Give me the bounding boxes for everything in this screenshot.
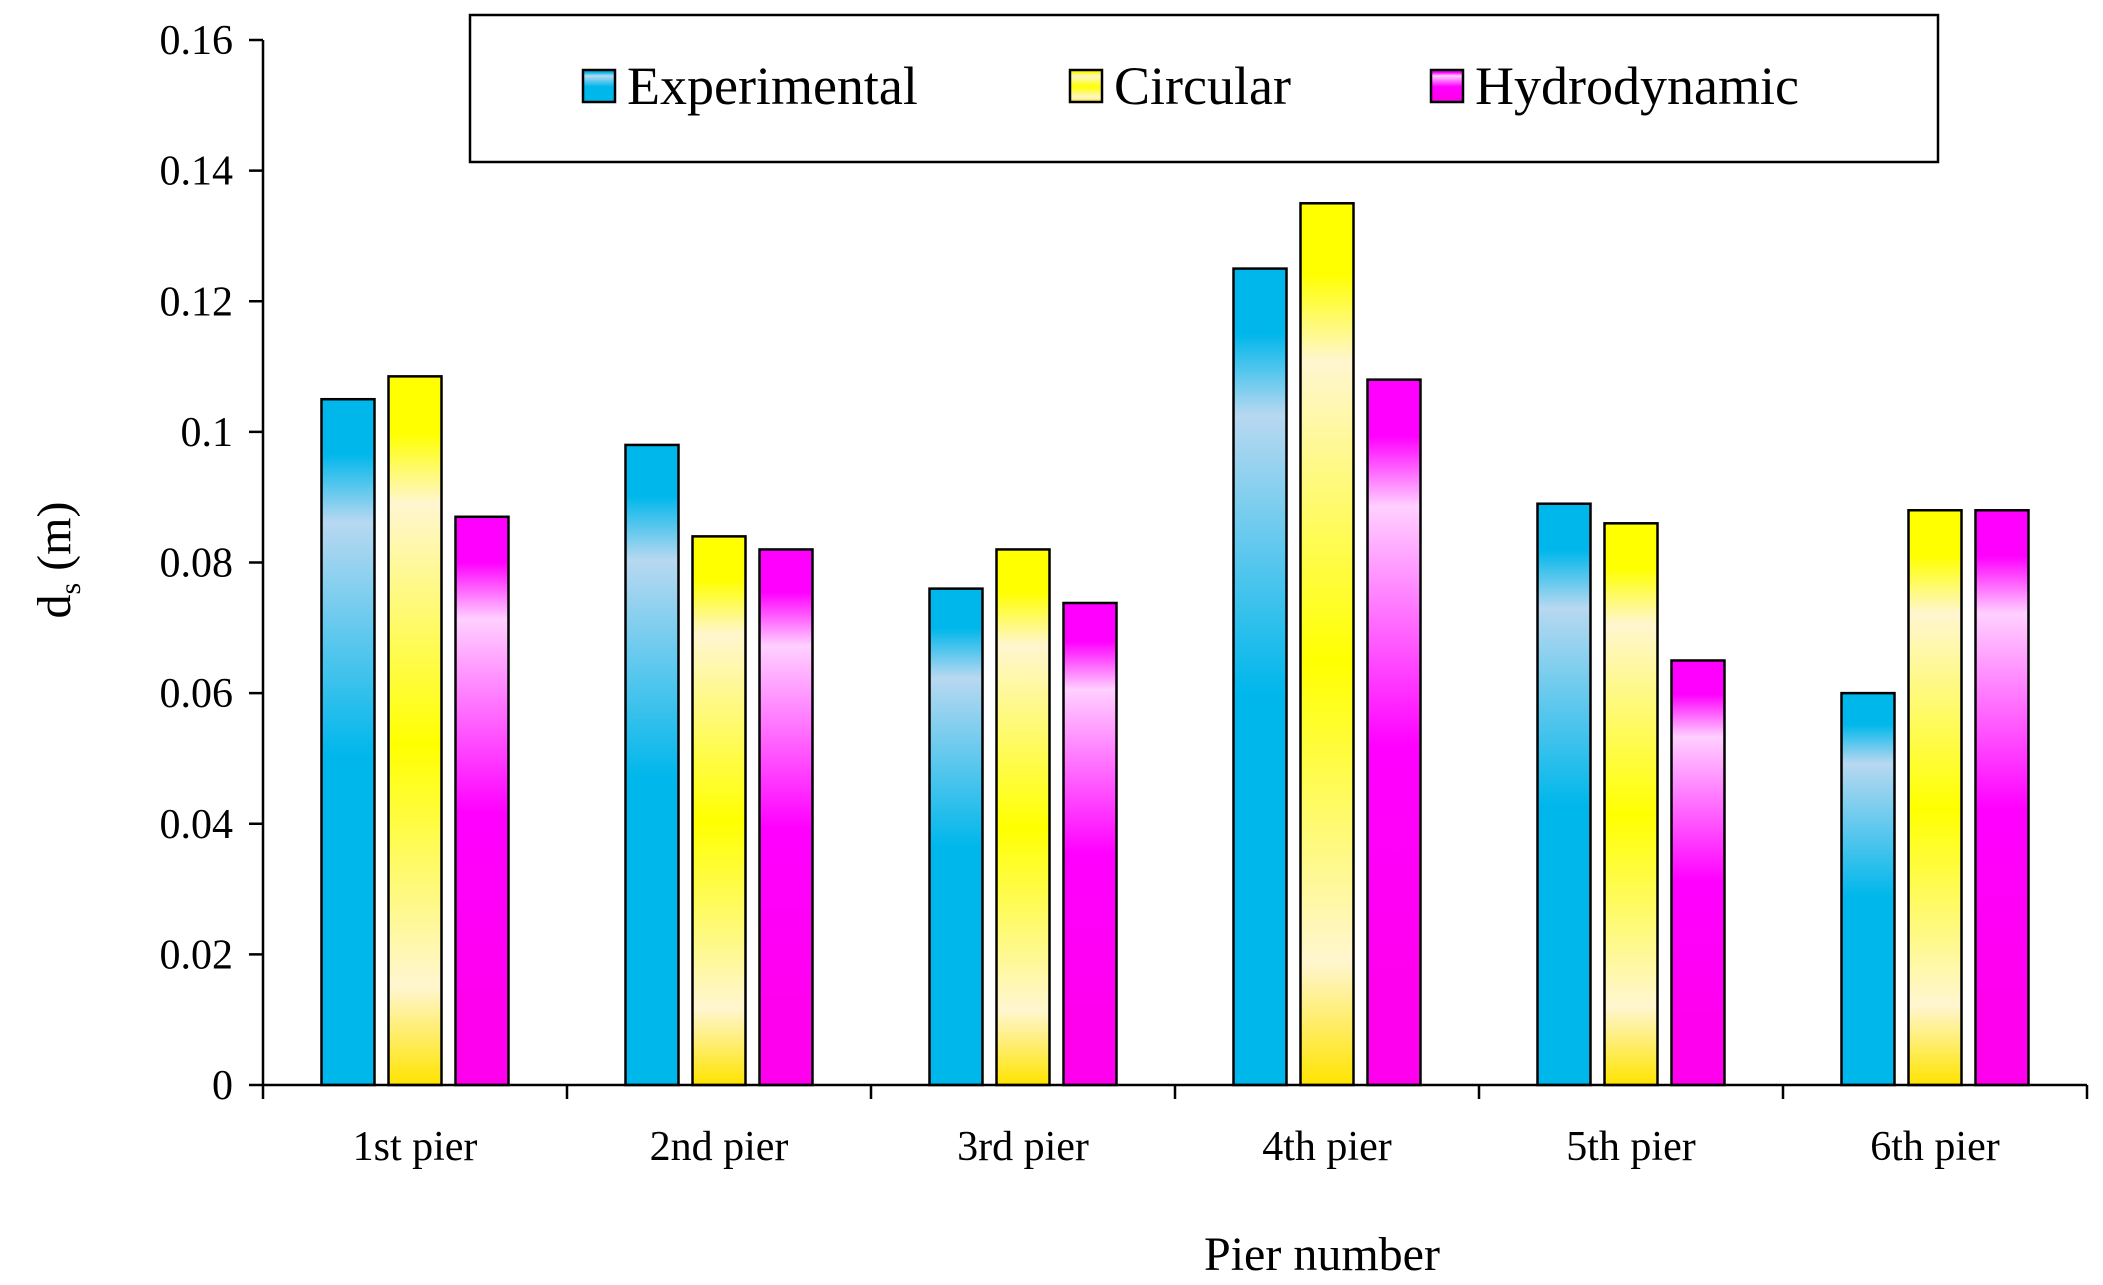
bar-circular-4 [1299,202,1355,1087]
bar-circular-6 [1907,509,1963,1087]
legend-box [468,13,1940,164]
y-axis-title-subscript: s [54,583,87,595]
bar-experimental-5 [1536,502,1592,1087]
legend-label-hydrodynamic: Hydrodynamic [1475,56,1799,116]
bar-hydrodynamic-1 [454,515,510,1087]
x-category-label: 6th pier [1870,1124,1999,1170]
legend-swatch-hydrodynamic [1429,68,1465,104]
y-tick-label: 0.16 [160,18,234,64]
y-tick-label: 0.02 [160,932,234,978]
bars-group [320,202,2030,1087]
legend-label-circular: Circular [1114,56,1291,116]
legend-swatch-circular [1068,68,1104,104]
y-tick-label: 0.06 [160,671,234,717]
bar-circular-2 [691,535,747,1087]
y-axis-title-unit: (m) [28,502,81,583]
bar-experimental-3 [928,587,984,1087]
y-tick-label: 0.12 [160,279,234,325]
y-tick-label: 0.14 [160,149,234,195]
x-category-label: 1st pier [353,1124,478,1170]
bar-experimental-1 [320,397,376,1087]
bar-circular-3 [995,548,1051,1087]
bar-circular-1 [387,375,443,1087]
bar-hydrodynamic-3 [1062,601,1118,1087]
x-category-label: 2nd pier [650,1124,789,1170]
bar-experimental-4 [1232,267,1288,1087]
bar-hydrodynamic-2 [758,548,814,1087]
bar-experimental-2 [624,443,680,1087]
bar-circular-5 [1603,522,1659,1087]
x-category-label: 5th pier [1566,1124,1695,1170]
y-ticks-group: 0 0.02 0.04 0.06 0.08 0.1 0.12 0.14 0.16 [160,18,263,1109]
y-tick-label: 0.04 [160,802,234,848]
bar-hydrodynamic-6 [1974,509,2030,1087]
x-category-label: 4th pier [1262,1124,1391,1170]
x-ticks-group: 1st pier 2nd pier 3rd pier 4th pier 5th pier… [261,1085,2089,1170]
bar-hydrodynamic-5 [1670,659,1726,1087]
y-axis-title: ds (m) [28,502,87,619]
bar-experimental-6 [1840,691,1896,1087]
legend-label-experimental: Experimental [627,56,918,116]
legend: Experimental Circular Hydrodynamic [468,13,1940,164]
y-tick-label: 0.1 [181,410,234,456]
y-axis-title-main: d [28,595,81,619]
x-axis-title: Pier number [1204,1228,1440,1281]
x-category-label: 3rd pier [957,1124,1089,1170]
legend-swatch-experimental [581,68,617,104]
y-tick-label: 0.08 [160,541,234,587]
y-tick-label: 0 [212,1063,233,1109]
axes-group [261,40,2087,1087]
bar-hydrodynamic-4 [1366,378,1422,1087]
